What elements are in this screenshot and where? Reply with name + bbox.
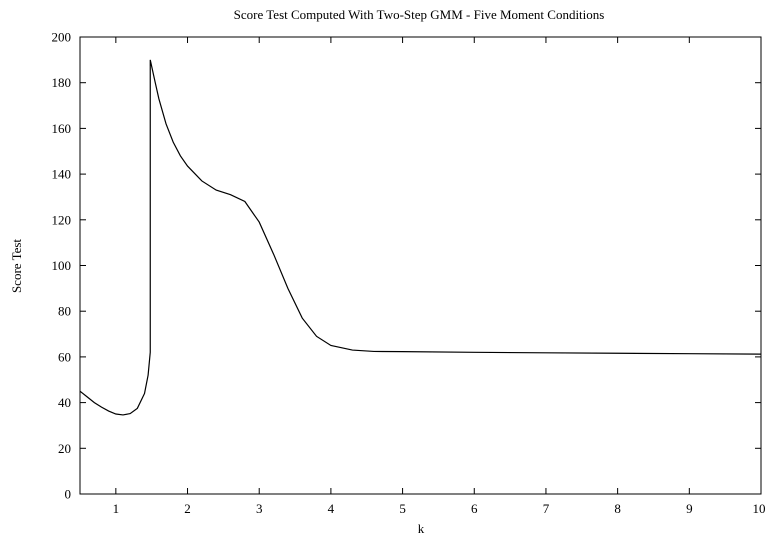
y-tick-label: 60 bbox=[58, 349, 71, 364]
y-tick-label: 40 bbox=[58, 395, 71, 410]
y-tick-label: 200 bbox=[52, 30, 72, 45]
x-axis: 1 2 3 4 5 6 7 8 9 10 bbox=[113, 37, 766, 516]
x-tick-label: 4 bbox=[328, 501, 335, 516]
y-tick-label: 0 bbox=[65, 487, 72, 502]
x-tick-label: 3 bbox=[256, 501, 263, 516]
y-tick-label: 140 bbox=[52, 167, 72, 182]
y-tick-label: 80 bbox=[58, 304, 71, 319]
x-tick-label: 7 bbox=[543, 501, 550, 516]
x-tick-label: 8 bbox=[614, 501, 621, 516]
chart-title: Score Test Computed With Two-Step GMM - … bbox=[234, 7, 605, 22]
x-tick-label: 5 bbox=[399, 501, 406, 516]
x-tick-label: 1 bbox=[113, 501, 120, 516]
y-tick-label: 20 bbox=[58, 441, 71, 456]
y-tick-label: 180 bbox=[52, 75, 72, 90]
y-axis-title: Score Test bbox=[9, 239, 24, 293]
series-line bbox=[79, 59, 762, 416]
x-tick-label: 9 bbox=[686, 501, 693, 516]
y-tick-label: 160 bbox=[52, 121, 72, 136]
x-axis-title: k bbox=[418, 521, 425, 536]
y-tick-label: 100 bbox=[52, 258, 72, 273]
y-axis: 0 20 40 60 80 100 120 140 160 180 200 bbox=[52, 30, 761, 502]
y-tick-label: 120 bbox=[52, 212, 72, 227]
x-tick-label: 10 bbox=[753, 501, 766, 516]
x-tick-label: 6 bbox=[471, 501, 478, 516]
x-tick-label: 2 bbox=[184, 501, 191, 516]
plot-frame bbox=[79, 36, 762, 495]
